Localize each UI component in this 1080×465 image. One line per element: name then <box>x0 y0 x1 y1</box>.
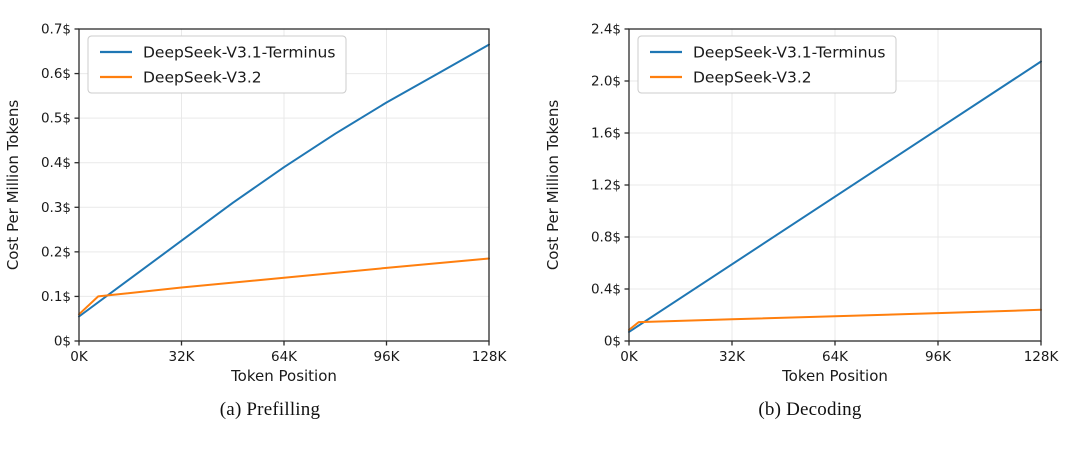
y-tick-label: 0.1$ <box>41 289 71 305</box>
legend-box <box>637 35 897 94</box>
x-tick-label: 128K <box>1024 349 1060 365</box>
x-tick-label: 32K <box>719 349 746 365</box>
legend-label-deepseek-v3-2: DeepSeek-V3.2 <box>693 69 812 87</box>
y-axis-label: Cost Per Million Tokens <box>4 100 22 271</box>
y-tick-label: 1.6$ <box>591 126 621 142</box>
legend-label-deepseek-v3-1-terminus: DeepSeek-V3.1-Terminus <box>693 44 885 62</box>
x-tick-label: 64K <box>271 349 298 365</box>
legend: DeepSeek-V3.1-Terminus DeepSeek-V3.2 <box>87 35 347 94</box>
series-line-deepseek-v3-1-terminus <box>628 60 1042 333</box>
legend: DeepSeek-V3.1-Terminus DeepSeek-V3.2 <box>637 35 897 94</box>
y-tick-label: 0.7$ <box>41 22 71 38</box>
series-line-deepseek-v3-2 <box>78 257 490 316</box>
x-tick-label: 64K <box>822 349 849 365</box>
y-tick-label: 2.0$ <box>591 74 621 90</box>
x-tick-label: 128K <box>472 349 508 365</box>
prefilling-chart: 0K 32K 64K 96K 128K 0$ 0.1$ 0.2$ 0.3$ 0.4$ 0.5$ 0.6… <box>4 22 508 386</box>
decoding-caption: (b) Decoding <box>758 399 862 420</box>
y-tick-label: 2.4$ <box>591 22 621 38</box>
x-axis-label: Token Position <box>781 367 888 385</box>
y-tick-label: 0.3$ <box>41 200 71 216</box>
decoding-chart: 0K 32K 64K 96K 128K 0$ 0.4$ 0.8$ 1.2$ 1.6$ 2.0$ 2.4… <box>544 22 1060 386</box>
y-tick-label: 1.2$ <box>591 178 621 194</box>
x-tick-label: 32K <box>168 349 195 365</box>
cost-comparison-figure: 0K 32K 64K 96K 128K 0$ 0.1$ 0.2$ 0.3$ 0.4$ 0.5$ 0.6… <box>0 0 1080 421</box>
prefilling-chart-figure: 0K 32K 64K 96K 128K 0$ 0.1$ 0.2$ 0.3$ 0.4$ 0.5$ 0.6… <box>0 0 540 421</box>
y-tick-label: 0.2$ <box>41 244 71 260</box>
x-tick-label: 0K <box>70 349 89 365</box>
series-line-deepseek-v3-1-terminus <box>78 43 490 318</box>
y-tick-label: 0.6$ <box>41 66 71 82</box>
y-tick-label: 0$ <box>54 334 71 350</box>
x-tick-label: 0K <box>620 349 639 365</box>
y-axis-label: Cost Per Million Tokens <box>544 100 562 271</box>
legend-label-deepseek-v3-1-terminus: DeepSeek-V3.1-Terminus <box>143 44 335 62</box>
legend-label-deepseek-v3-2: DeepSeek-V3.2 <box>143 69 262 87</box>
y-tick-label: 0.4$ <box>41 155 71 171</box>
x-tick-label: 96K <box>925 349 952 365</box>
y-tick-label: 0$ <box>604 334 621 350</box>
prefilling-caption: (a) Prefilling <box>219 399 321 420</box>
y-tick-label: 0.4$ <box>591 282 621 298</box>
x-axis-label: Token Position <box>230 367 337 385</box>
decoding-chart-figure: 0K 32K 64K 96K 128K 0$ 0.4$ 0.8$ 1.2$ 1.6$ 2.0$ 2.4… <box>540 0 1080 421</box>
x-tick-label: 96K <box>373 349 400 365</box>
series-line-deepseek-v3-2 <box>628 308 1042 331</box>
legend-box <box>87 35 347 94</box>
y-tick-label: 0.8$ <box>591 230 621 246</box>
y-tick-label: 0.5$ <box>41 111 71 127</box>
